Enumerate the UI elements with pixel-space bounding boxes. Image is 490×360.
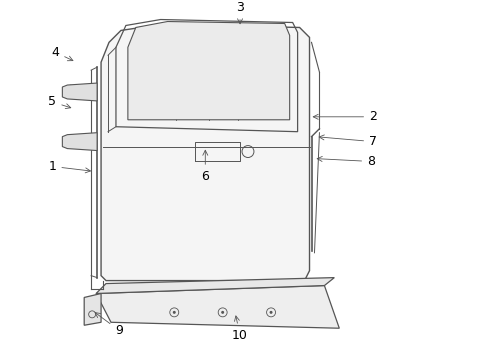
Text: 4: 4 [51,46,73,61]
Text: 10: 10 [232,316,248,342]
Circle shape [270,311,272,314]
Text: 5: 5 [49,95,71,109]
Polygon shape [101,24,310,280]
Text: 6: 6 [201,150,209,183]
Polygon shape [62,83,97,101]
Text: 8: 8 [317,155,375,168]
Text: 2: 2 [313,110,377,123]
Text: 7: 7 [319,135,377,148]
Circle shape [221,311,224,314]
Polygon shape [62,133,97,150]
Polygon shape [96,278,334,293]
Text: 3: 3 [236,1,244,24]
Text: 9: 9 [95,312,123,337]
Polygon shape [84,293,101,325]
Polygon shape [96,285,339,328]
Text: 1: 1 [49,160,91,173]
Polygon shape [128,22,290,120]
Circle shape [173,311,176,314]
